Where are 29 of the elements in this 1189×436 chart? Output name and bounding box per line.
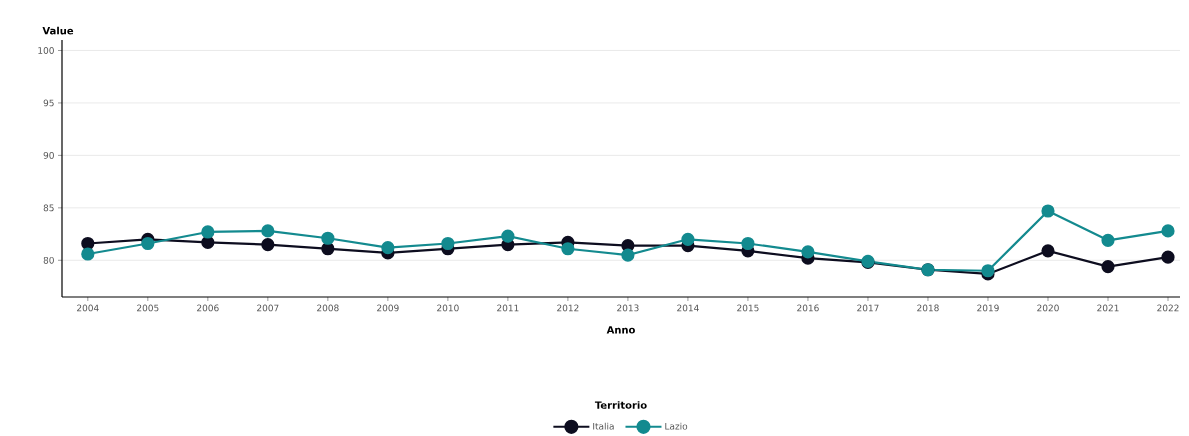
x-tick-label: 2010 <box>437 304 459 312</box>
legend-label: Lazio <box>665 422 688 430</box>
y-tick-label: 85 <box>43 204 54 212</box>
x-tick-label: 2014 <box>677 304 699 312</box>
x-tick-label: 2018 <box>917 304 939 312</box>
x-tick-label: 2022 <box>1157 304 1179 312</box>
x-tick-label: 2013 <box>617 304 639 312</box>
legend-title: Territorio <box>594 401 647 409</box>
x-tick-label: 2017 <box>857 304 879 312</box>
y-tick-label: 100 <box>38 47 54 54</box>
x-tick-label: 2004 <box>77 304 99 312</box>
x-tick-label: 2009 <box>377 304 399 312</box>
y-tick-label: 95 <box>43 99 54 107</box>
x-tick-label: 2007 <box>257 304 279 312</box>
x-tick-label: 2019 <box>977 304 999 312</box>
x-tick-label: 2008 <box>317 304 339 312</box>
y-tick-label: 90 <box>43 151 54 159</box>
x-tick-label: 2016 <box>797 304 819 312</box>
x-tick-label: 2021 <box>1097 304 1119 312</box>
x-tick-label: 2012 <box>557 304 579 312</box>
legend-label: Italia <box>593 422 614 430</box>
y-tick-label: 80 <box>43 256 54 264</box>
x-tick-label: 2005 <box>137 304 159 312</box>
x-tick-label: 2006 <box>197 304 219 312</box>
x-axis-title: Anno <box>606 326 635 334</box>
x-tick-label: 2020 <box>1037 304 1059 312</box>
x-tick-label: 2011 <box>497 304 519 312</box>
x-tick-label: 2015 <box>737 304 759 312</box>
y-axis-title: Value <box>42 26 74 35</box>
